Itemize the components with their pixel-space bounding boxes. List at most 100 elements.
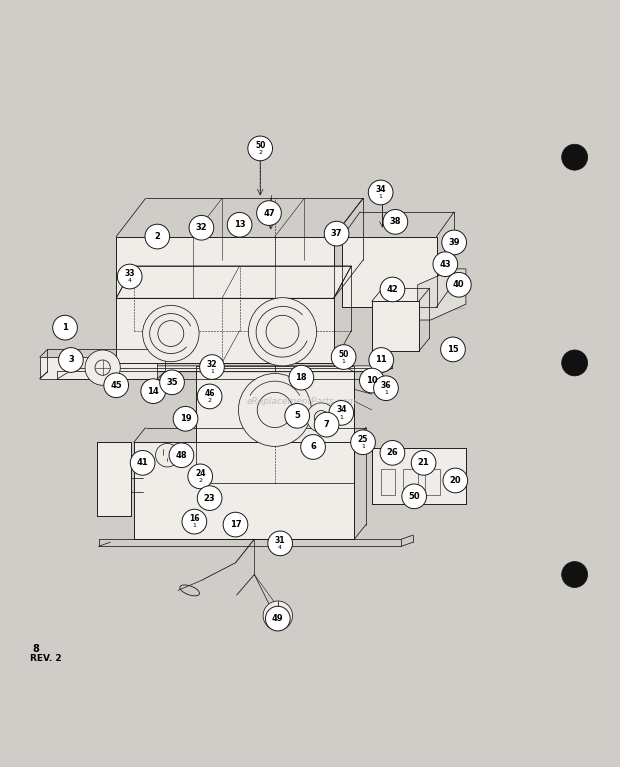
Polygon shape	[116, 236, 334, 298]
Circle shape	[331, 344, 356, 370]
Polygon shape	[372, 301, 419, 351]
Polygon shape	[418, 269, 466, 320]
Circle shape	[402, 484, 427, 509]
Text: 2: 2	[198, 478, 202, 483]
Circle shape	[446, 272, 471, 297]
Text: 33: 33	[125, 269, 135, 278]
Text: 34: 34	[376, 185, 386, 194]
Text: 41: 41	[137, 459, 149, 467]
Text: 24: 24	[195, 469, 205, 478]
Text: 21: 21	[418, 459, 430, 467]
Circle shape	[141, 379, 166, 403]
Text: 15: 15	[447, 345, 459, 354]
Text: 14: 14	[148, 387, 159, 396]
Text: 2: 2	[208, 398, 211, 403]
Text: 7: 7	[324, 420, 329, 430]
Text: 42: 42	[386, 285, 398, 294]
Text: REV. 2: REV. 2	[30, 654, 61, 663]
Circle shape	[117, 264, 142, 289]
Circle shape	[301, 435, 326, 459]
Circle shape	[95, 360, 110, 375]
Circle shape	[197, 384, 222, 409]
Text: 2: 2	[154, 232, 160, 241]
Text: 39: 39	[448, 238, 460, 247]
Circle shape	[324, 221, 349, 246]
Text: 50: 50	[255, 141, 265, 150]
Text: 2: 2	[258, 150, 262, 155]
Text: 18: 18	[296, 373, 307, 382]
Text: 1: 1	[210, 369, 214, 374]
Text: 1: 1	[384, 390, 388, 395]
Circle shape	[369, 347, 394, 372]
Bar	[403, 469, 418, 495]
Text: 1: 1	[379, 194, 383, 199]
Circle shape	[383, 209, 408, 234]
Text: 40: 40	[453, 280, 464, 289]
Circle shape	[156, 443, 179, 467]
Text: 13: 13	[234, 220, 246, 229]
Circle shape	[248, 136, 273, 161]
Circle shape	[374, 376, 398, 400]
Text: 6: 6	[310, 443, 316, 452]
Text: 10: 10	[366, 376, 378, 385]
Text: 37: 37	[331, 229, 342, 238]
Circle shape	[249, 298, 317, 366]
Text: eReplacementParts.com: eReplacementParts.com	[246, 397, 356, 406]
Text: 1: 1	[62, 323, 68, 332]
Circle shape	[189, 216, 214, 240]
Circle shape	[442, 230, 466, 255]
Text: 1: 1	[361, 444, 365, 449]
Circle shape	[173, 407, 198, 431]
Circle shape	[158, 321, 184, 347]
Circle shape	[182, 509, 206, 534]
Circle shape	[562, 350, 588, 376]
Polygon shape	[116, 298, 334, 363]
Circle shape	[239, 374, 311, 446]
Text: 32: 32	[206, 360, 217, 369]
Circle shape	[169, 443, 194, 468]
Text: 16: 16	[189, 514, 200, 523]
Text: 26: 26	[386, 449, 398, 457]
Circle shape	[85, 350, 120, 385]
Text: 1: 1	[342, 359, 345, 364]
Text: 47: 47	[263, 209, 275, 218]
Circle shape	[289, 365, 314, 390]
Polygon shape	[195, 366, 354, 483]
Text: 23: 23	[204, 494, 215, 502]
Circle shape	[351, 430, 375, 455]
Text: 46: 46	[205, 389, 215, 398]
Polygon shape	[342, 236, 436, 307]
Text: 11: 11	[375, 355, 387, 364]
Circle shape	[368, 180, 393, 205]
Circle shape	[380, 440, 405, 466]
Text: 49: 49	[272, 614, 283, 623]
Circle shape	[443, 468, 467, 493]
Polygon shape	[97, 443, 131, 515]
Circle shape	[263, 601, 293, 630]
Circle shape	[285, 403, 309, 428]
Circle shape	[380, 277, 405, 301]
Circle shape	[130, 450, 155, 476]
Polygon shape	[134, 443, 354, 539]
Circle shape	[223, 512, 248, 537]
Text: 48: 48	[175, 451, 187, 459]
Text: 50: 50	[409, 492, 420, 501]
Text: 43: 43	[440, 260, 451, 268]
Circle shape	[411, 450, 436, 476]
Circle shape	[562, 144, 588, 170]
Text: 34: 34	[336, 406, 347, 414]
Bar	[425, 469, 440, 495]
Circle shape	[228, 212, 252, 237]
Circle shape	[360, 368, 384, 393]
Circle shape	[143, 305, 199, 362]
Text: 5: 5	[294, 411, 300, 420]
Circle shape	[257, 201, 281, 225]
Circle shape	[197, 486, 222, 511]
Polygon shape	[116, 266, 352, 298]
Text: 50: 50	[339, 350, 349, 359]
Text: 3: 3	[68, 355, 74, 364]
Circle shape	[265, 606, 290, 631]
Text: 38: 38	[389, 217, 401, 226]
Polygon shape	[58, 359, 392, 379]
Circle shape	[58, 347, 83, 372]
